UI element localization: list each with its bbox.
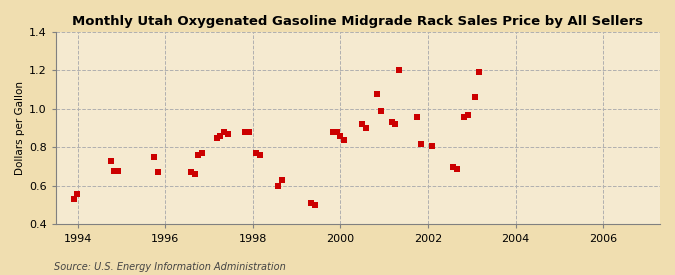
Point xyxy=(113,168,124,173)
Point xyxy=(470,95,481,100)
Point xyxy=(375,109,386,113)
Point xyxy=(251,151,262,155)
Point xyxy=(474,70,485,75)
Point xyxy=(310,203,321,207)
Point xyxy=(105,159,116,163)
Y-axis label: Dollars per Gallon: Dollars per Gallon xyxy=(15,81,25,175)
Point xyxy=(240,130,251,134)
Point xyxy=(222,132,233,136)
Point xyxy=(335,134,346,138)
Point xyxy=(196,151,207,155)
Point xyxy=(360,126,371,130)
Point xyxy=(452,166,463,171)
Point xyxy=(339,138,350,142)
Title: Monthly Utah Oxygenated Gasoline Midgrade Rack Sales Price by All Sellers: Monthly Utah Oxygenated Gasoline Midgrad… xyxy=(72,15,643,28)
Point xyxy=(218,130,229,134)
Point xyxy=(186,170,196,175)
Point xyxy=(415,141,426,146)
Point xyxy=(211,136,222,140)
Text: Source: U.S. Energy Information Administration: Source: U.S. Energy Information Administ… xyxy=(54,262,286,272)
Point xyxy=(153,170,163,175)
Point xyxy=(459,114,470,119)
Point xyxy=(412,114,423,119)
Point xyxy=(193,153,204,157)
Point xyxy=(389,122,400,127)
Point xyxy=(109,168,119,173)
Point xyxy=(273,184,284,188)
Point xyxy=(255,153,266,157)
Point xyxy=(426,143,437,148)
Point xyxy=(331,130,342,134)
Point xyxy=(189,172,200,177)
Point xyxy=(149,155,160,159)
Point xyxy=(394,68,404,73)
Point xyxy=(357,122,368,127)
Point xyxy=(306,201,317,205)
Point xyxy=(386,120,397,125)
Point xyxy=(244,130,255,134)
Point xyxy=(371,91,382,96)
Point xyxy=(327,130,338,134)
Point xyxy=(277,178,288,182)
Point xyxy=(71,191,82,196)
Point xyxy=(463,112,474,117)
Point xyxy=(215,134,225,138)
Point xyxy=(69,197,80,202)
Point xyxy=(448,164,459,169)
